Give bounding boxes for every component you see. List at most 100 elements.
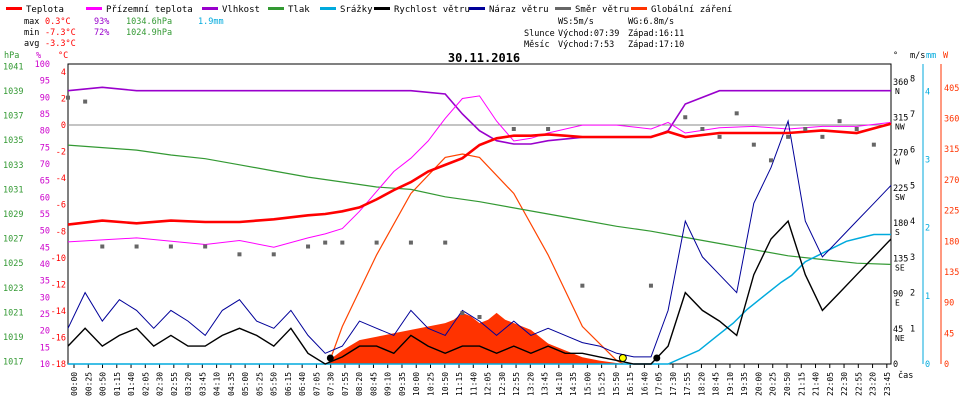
x-tick-label: 20:50 [783,372,792,396]
series-wind-dir-point [271,252,276,257]
series-wind-dir-point [66,95,70,100]
series-pressure [67,144,892,265]
axis-mm-tick: 0 [925,360,930,370]
stats-label: max [24,17,39,27]
stats-humidity: 93% [94,17,109,27]
axis-mm-tick: 2 [925,224,930,234]
series-wind-dir-point [168,244,173,249]
axis-temp-tick: -8 [56,227,66,237]
axis-temp-tick: -10 [51,254,66,264]
axis-pct-tick: 30 [40,293,50,303]
axis-dir-tick: 360 [893,78,908,88]
axis-wm2-tick: 180 [944,237,959,247]
axis-temp-tick: -2 [56,148,66,158]
axis-temp-tick: -6 [56,201,66,211]
legend-swatch [6,7,22,10]
x-tick-label: 03:20 [184,372,193,396]
stats-temp: 0.3°C [45,17,71,27]
series-wind-dir-point [323,240,328,245]
x-tick-label: 02:30 [156,372,165,396]
axis-hpa-tick: 1029 [3,210,23,220]
axis-hpa-tick: 1025 [3,259,23,269]
axis-ms-tick: 4 [910,217,915,227]
axis-ms-label: m/s [910,51,925,61]
axis-wm2-tick: 0 [944,360,949,370]
axis-pct-label: % [36,51,41,61]
x-tick-label: 00:50 [99,372,108,396]
sunset-marker [618,354,627,362]
axis-wm2-tick: 360 [944,115,959,125]
legend-label: Směr větru [575,5,629,15]
axis-pct-tick: 35 [40,277,50,287]
series-wind-dir-point [511,127,516,131]
axis-mm-tick: 3 [925,155,930,165]
wind-gust: WG:6.8m/s [628,17,674,27]
axis-ms-tick: 5 [910,181,915,191]
axis-dir-tick: 45 [893,325,903,335]
axis-dir-name: NW [895,122,905,131]
axis-ms-tick: 1 [910,324,915,334]
axis-ms-tick: 7 [910,110,915,120]
legend-label: Přízemní teplota [106,5,193,15]
axis-dir-name: SE [895,263,905,272]
axis-wm2-tick: 90 [944,299,954,309]
sun-set: Západ:16:11 [628,29,684,39]
axis-hpa-tick: 1031 [3,185,23,195]
stats-rain: 1.9mm [198,17,224,27]
legend-swatch [555,7,571,10]
series-wind-dir-point [734,111,739,116]
moon-rise: Východ:7:53 [558,40,614,50]
series-wind-dir-point [477,315,482,319]
sunrise-marker [326,354,334,362]
axis-dir-label: ° [893,51,898,61]
series-wind-dir-point [786,134,791,139]
axis-pct-tick: 90 [40,93,50,103]
axis-dir-name: E [895,299,900,308]
series-wind-dir-point [717,134,722,139]
axis-hpa-tick: 1021 [3,308,23,318]
x-tick-label: 01:15 [113,372,122,396]
axis-pct-tick: 70 [40,160,50,170]
series-wind-dir-point [134,244,139,249]
series-humidity [67,86,891,145]
x-tick-label: 14:35 [569,372,578,396]
x-tick-label: 02:05 [141,372,150,396]
x-tick-label: 21:15 [797,372,806,396]
axis-pct-tick: 50 [40,227,50,237]
axis-hpa-tick: 1041 [3,62,23,72]
x-tick-label: 19:10 [726,372,735,396]
x-tick-label: 14:10 [555,372,564,396]
x-tick-label: 06:15 [284,372,293,396]
series-wind-dir-point [648,283,653,288]
axis-temp-tick: 2 [61,95,66,105]
series-wind-dir-point [374,240,379,245]
x-tick-label: 15:25 [598,372,607,396]
x-tick-label: 16:40 [640,372,649,396]
legend-swatch [631,7,647,10]
sun-rise: Východ:07:39 [558,29,619,39]
series-wind-dir-point [237,252,242,257]
stats-temp: -7.3°C [45,28,76,38]
x-tick-label: 21:40 [812,372,821,396]
legend-label: Srážky [340,5,373,15]
series-wind-dir-point [340,240,345,245]
series-wind-dir-point [768,158,773,163]
moon-label: Měsíc [524,40,550,50]
series-radiation-area [328,312,624,364]
x-tick-label: 07:30 [327,372,336,396]
axis-wm2-tick: 135 [944,268,959,278]
axis-mm-tick: 4 [925,87,930,97]
x-tick-label: 19:35 [740,372,749,396]
x-tick-label: 18:45 [712,372,721,396]
x-tick-label: 00:00 [70,372,79,396]
x-tick-label: 04:10 [213,372,222,396]
series-wind-dir-point [700,127,705,131]
axis-hpa-tick: 1033 [3,161,23,171]
x-tick-label: 17:55 [683,372,692,396]
x-tick-label: 20:00 [754,372,763,396]
stats-humidity: 72% [94,28,109,38]
axis-wm2-label: W [943,51,949,61]
stats-label: min [24,28,39,38]
